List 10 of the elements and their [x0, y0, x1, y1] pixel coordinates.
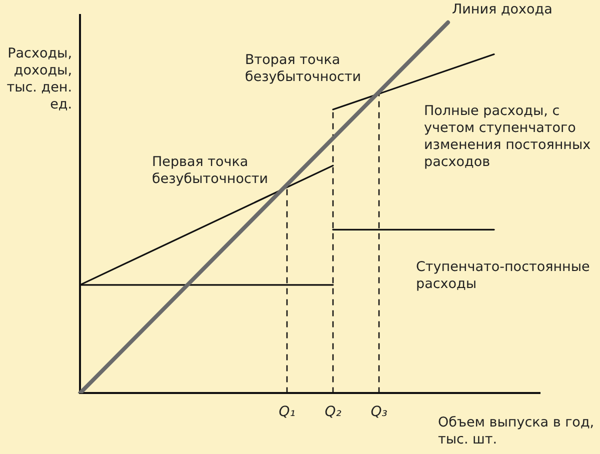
y-axis-title: Расходы, доходы, тыс. ден. ед.	[6, 45, 72, 112]
x-tick-label: Q₂	[324, 404, 342, 420]
text: Ступенчато-постоянные расходы	[416, 258, 590, 292]
annotation: Первая точка безубыточности	[152, 154, 268, 187]
x-tick-label: Q₃	[370, 404, 388, 420]
annotation: Вторая точка безубыточности	[245, 52, 362, 86]
x-tick-label: Q₁	[278, 404, 296, 420]
x-axis-title: Объем выпуска в год, тыс. шт.	[438, 414, 594, 448]
series-label: Полные расходы, с учетом ступенчатого изменения постоянных расходов	[424, 102, 591, 170]
series-label: Линия дохода	[452, 2, 552, 18]
